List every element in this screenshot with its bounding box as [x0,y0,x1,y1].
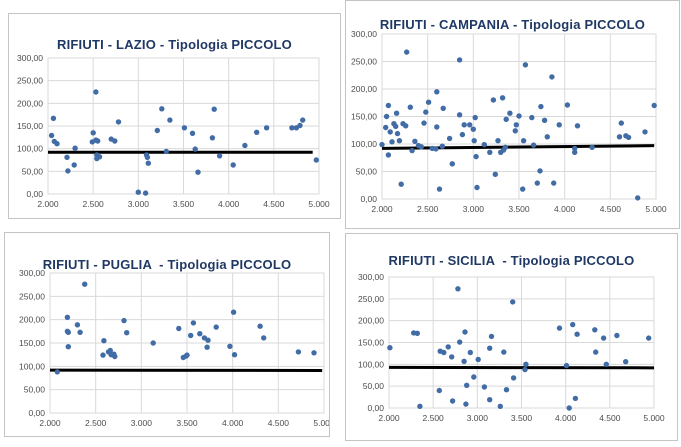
svg-text:2.500: 2.500 [85,418,107,428]
svg-text:4.000: 4.000 [218,199,240,209]
svg-text:3.500: 3.500 [176,418,198,428]
svg-text:3.000: 3.000 [128,199,150,209]
svg-text:3.000: 3.000 [463,204,485,214]
svg-text:4.500: 4.500 [599,413,621,423]
scatter-plot-campania: 0,00 50,00 100,00 150,00 200,00 250,00 300,00 2… [351,29,667,214]
svg-text:300,00: 300,00 [19,268,45,278]
svg-text:50,00: 50,00 [356,167,378,177]
svg-text:5.000: 5.000 [645,204,667,214]
chart-title-campania: RIFIUTI - CAMPANIA - Tipologia PICCOLO [379,16,646,32]
svg-text:0,00: 0,00 [367,403,384,413]
svg-text:150,00: 150,00 [17,121,43,131]
svg-text:3.000: 3.000 [131,418,153,428]
svg-text:100,00: 100,00 [17,144,43,154]
svg-text:200,00: 200,00 [358,316,384,326]
svg-text:2.500: 2.500 [83,199,105,209]
svg-text:4.000: 4.000 [555,413,577,423]
svg-text:150,00: 150,00 [358,338,384,348]
chart-panel-lazio: RIFIUTI - LAZIO - Tipologia PICCOLO 0,00… [8,13,341,219]
scatter-plot-sicilia: 0,00 50,00 100,00 150,00 200,00 250,00 300,00 2… [358,272,665,423]
svg-text:300,00: 300,00 [358,272,384,282]
svg-text:5.000: 5.000 [643,413,665,423]
svg-text:5.000: 5.000 [308,199,330,209]
svg-text:4.500: 4.500 [600,204,622,214]
svg-text:4.000: 4.000 [554,204,576,214]
svg-text:3.500: 3.500 [173,199,195,209]
svg-text:0,00: 0,00 [360,194,377,204]
svg-text:2.000: 2.000 [371,204,393,214]
svg-text:50,00: 50,00 [24,385,46,395]
chart-panel-campania: RIFIUTI - CAMPANIA - Tipologia PICCOLO 0… [345,0,680,229]
svg-text:150,00: 150,00 [19,338,45,348]
svg-text:200,00: 200,00 [351,84,377,94]
svg-text:2.000: 2.000 [39,418,61,428]
svg-text:50,00: 50,00 [22,166,44,176]
svg-text:200,00: 200,00 [19,315,45,325]
svg-text:4.500: 4.500 [263,199,285,209]
scatter-plot-lazio: 0,00 50,00 100,00 150,00 200,00 250,00 300,00 2… [17,53,330,209]
svg-text:250,00: 250,00 [17,76,43,86]
svg-text:5.000: 5.000 [313,418,329,428]
svg-text:3.000: 3.000 [467,413,489,423]
chart-panel-puglia: RIFIUTI - PUGLIA - Tipologia PICCOLO 0,0… [4,232,330,437]
scatter-plot-puglia: 0,00 50,00 100,00 150,00 200,00 250,00 300,00 2… [19,268,329,428]
chart-title-lazio: RIFIUTI - LAZIO - Tipologia PICCOLO [57,36,292,52]
svg-text:0,00: 0,00 [28,408,45,418]
svg-text:300,00: 300,00 [351,29,377,39]
svg-text:4.000: 4.000 [222,418,244,428]
svg-text:3.500: 3.500 [508,204,530,214]
svg-text:2.500: 2.500 [423,413,445,423]
svg-text:2.000: 2.000 [378,413,400,423]
svg-text:4.500: 4.500 [268,418,290,428]
svg-text:0,00: 0,00 [26,189,43,199]
svg-text:250,00: 250,00 [19,291,45,301]
svg-text:50,00: 50,00 [363,381,385,391]
svg-text:250,00: 250,00 [351,57,377,67]
svg-text:100,00: 100,00 [19,361,45,371]
svg-text:300,00: 300,00 [17,53,43,63]
svg-text:100,00: 100,00 [351,139,377,149]
svg-text:2.000: 2.000 [37,199,59,209]
chart-panel-sicilia: RIFIUTI - SICILIA - Tipologia PICCOLO 0,… [345,233,678,441]
svg-text:100,00: 100,00 [358,359,384,369]
chart-title-puglia: RIFIUTI - PUGLIA - Tipologia PICCOLO [42,256,292,272]
svg-text:250,00: 250,00 [358,294,384,304]
svg-text:3.500: 3.500 [511,413,533,423]
svg-text:2.500: 2.500 [417,204,439,214]
chart-title-sicilia: RIFIUTI - SICILIA - Tipologia PICCOLO [388,252,635,268]
svg-text:150,00: 150,00 [351,112,377,122]
svg-text:200,00: 200,00 [17,98,43,108]
